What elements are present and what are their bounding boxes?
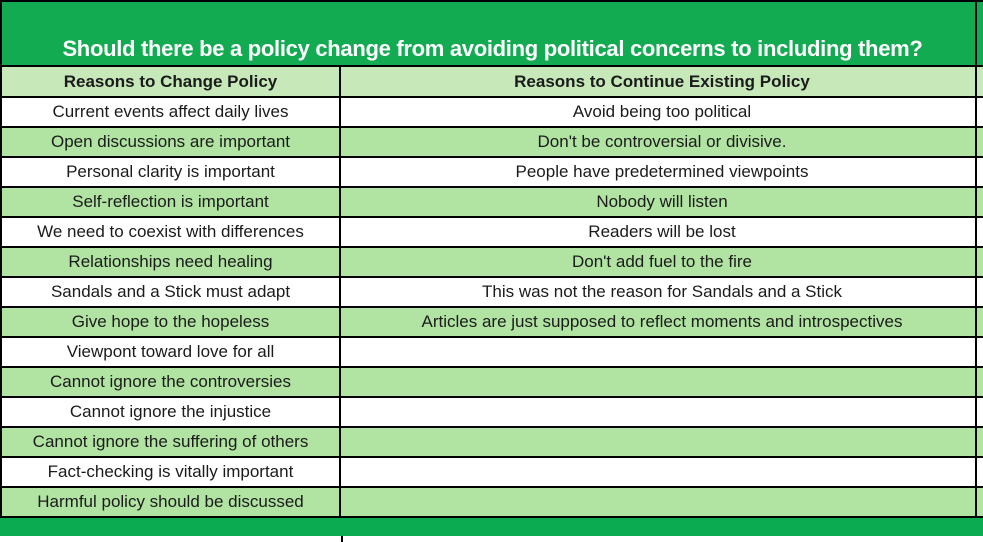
table-row: We need to coexist with differences Reade… [0, 218, 983, 248]
table-row: Sandals and a Stick must adapt This was n… [0, 278, 983, 308]
cell-reason-change: Cannot ignore the suffering of others [2, 428, 341, 456]
cell-reason-change: Viewpont toward love for all [2, 338, 341, 366]
cell-reason-change: Relationships need healing [2, 248, 341, 276]
cell-reason-continue [341, 458, 983, 486]
cell-reason-change: Personal clarity is important [2, 158, 341, 186]
table-row: Current events affect daily lives Avoid b… [0, 98, 983, 128]
cell-reason-continue: Nobody will listen [596, 192, 728, 211]
cell-reason-continue [341, 428, 983, 456]
table-row: Give hope to the hopeless Articles are ju… [0, 308, 983, 338]
cell-reason-change: Self-reflection is important [2, 188, 341, 216]
table-row: Cannot ignore the controversies [0, 368, 983, 398]
cell-reason-continue: This was not the reason for Sandals and … [481, 282, 843, 301]
right-border [975, 0, 977, 518]
bottom-strip [0, 536, 983, 542]
cell-reason-change: Cannot ignore the controversies [2, 368, 341, 396]
cell-reason-change: Cannot ignore the injustice [2, 398, 341, 426]
column-divider-tick [341, 536, 343, 542]
cell-reason-continue: Don't add fuel to the fire [572, 252, 752, 271]
table-row: Self-reflection is important Nobody will … [0, 188, 983, 218]
table-row: Fact-checking is vitally important [0, 458, 983, 488]
table-row: Viewpont toward love for all [0, 338, 983, 368]
table-title: Should there be a policy change from avo… [62, 36, 923, 61]
column-header-continue-policy: Reasons to Continue Existing Policy [514, 71, 810, 91]
cell-reason-continue: Don't be controversial or divisive. [537, 132, 787, 151]
table-row: Relationships need healing Don't add fuel… [0, 248, 983, 278]
cell-reason-change: Open discussions are important [2, 128, 341, 156]
cell-reason-continue [341, 398, 983, 426]
cell-reason-continue: Readers will be lost [588, 222, 736, 241]
cell-reason-continue: Articles are just supposed to reflect mo… [421, 312, 903, 331]
table-body: Current events affect daily lives Avoid b… [0, 98, 983, 518]
cell-reason-change: Fact-checking is vitally important [2, 458, 341, 486]
cell-reason-change: Harmful policy should be discussed [2, 488, 341, 516]
bottom-green-bar [0, 518, 983, 536]
table-row: Personal clarity is important People have… [0, 158, 983, 188]
cell-reason-continue [341, 338, 983, 366]
cell-reason-change: We need to coexist with differences [2, 218, 341, 246]
table-row: Open discussions are important Don't be c… [0, 128, 983, 158]
table-row: Cannot ignore the injustice [0, 398, 983, 428]
divider-line [0, 65, 983, 67]
cell-reason-continue: People have predetermined viewpoints [515, 162, 809, 181]
divider-line [0, 96, 983, 98]
cell-reason-change: Give hope to the hopeless [2, 308, 341, 336]
cell-reason-continue [341, 368, 983, 396]
cell-reason-continue [341, 488, 983, 516]
cell-reason-change: Sandals and a Stick must adapt [2, 278, 341, 306]
column-header-row: Reasons to Change Policy Reasons to Cont… [0, 67, 983, 96]
title-banner: Should there be a policy change from avo… [0, 2, 983, 65]
top-border [0, 0, 983, 2]
table-row: Cannot ignore the suffering of others [0, 428, 983, 458]
cell-reason-change: Current events affect daily lives [2, 98, 341, 126]
cell-reason-continue: Avoid being too political [572, 102, 752, 121]
column-header-change-policy: Reasons to Change Policy [2, 67, 341, 96]
table-row: Harmful policy should be discussed [0, 488, 983, 518]
